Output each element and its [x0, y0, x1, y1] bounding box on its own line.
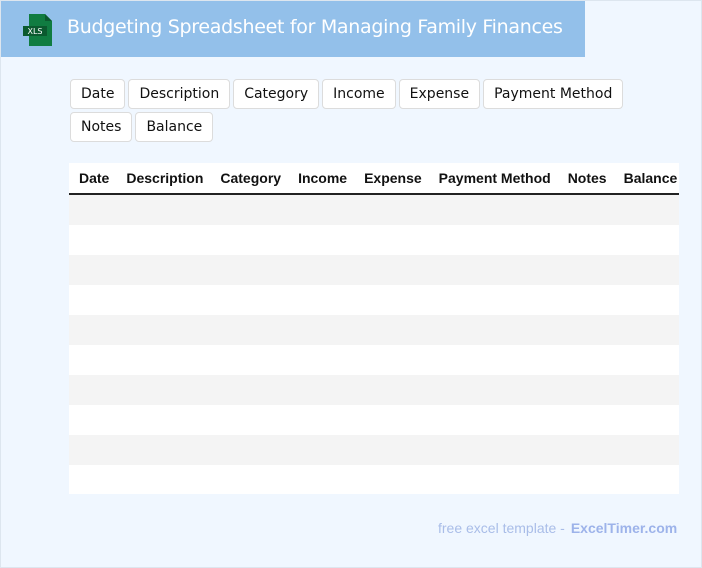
- chip-description[interactable]: Description: [128, 79, 231, 109]
- footer-text: free excel template -: [438, 520, 565, 536]
- title-banner: XLS Budgeting Spreadsheet for Managing F…: [1, 1, 585, 57]
- page-title: Budgeting Spreadsheet for Managing Famil…: [67, 16, 563, 38]
- spreadsheet-table: Date Description Category Income Expense…: [69, 163, 679, 494]
- table-row: [69, 315, 679, 345]
- chip-expense[interactable]: Expense: [398, 79, 481, 109]
- table-row: [69, 375, 679, 405]
- chip-notes[interactable]: Notes: [70, 112, 133, 142]
- col-payment-method: Payment Method: [428, 163, 558, 195]
- col-category: Category: [210, 163, 289, 195]
- chip-income[interactable]: Income: [322, 79, 396, 109]
- table-row: [69, 465, 679, 494]
- col-date: Date: [69, 163, 117, 195]
- table-row: [69, 435, 679, 465]
- table-row: [69, 405, 679, 435]
- chip-date[interactable]: Date: [70, 79, 126, 109]
- footer-link[interactable]: ExcelTimer.com: [570, 520, 678, 536]
- table-row: [69, 225, 679, 255]
- col-notes: Notes: [557, 163, 614, 195]
- table-row: [69, 345, 679, 375]
- column-chips: Date Description Category Income Expense…: [70, 79, 670, 142]
- xls-file-icon: XLS: [23, 14, 52, 46]
- table-row: [69, 195, 679, 225]
- table-body: [69, 195, 679, 494]
- svg-text:XLS: XLS: [27, 27, 42, 36]
- table-row: [69, 255, 679, 285]
- col-description: Description: [116, 163, 211, 195]
- footer: free excel template - ExcelTimer.com: [438, 520, 677, 536]
- col-income: Income: [288, 163, 355, 195]
- table-header-row: Date Description Category Income Expense…: [69, 163, 679, 195]
- table-row: [69, 285, 679, 315]
- chip-balance[interactable]: Balance: [135, 112, 214, 142]
- col-expense: Expense: [354, 163, 429, 195]
- chip-category[interactable]: Category: [233, 79, 320, 109]
- col-balance: Balance: [613, 163, 679, 195]
- chip-payment-method[interactable]: Payment Method: [483, 79, 624, 109]
